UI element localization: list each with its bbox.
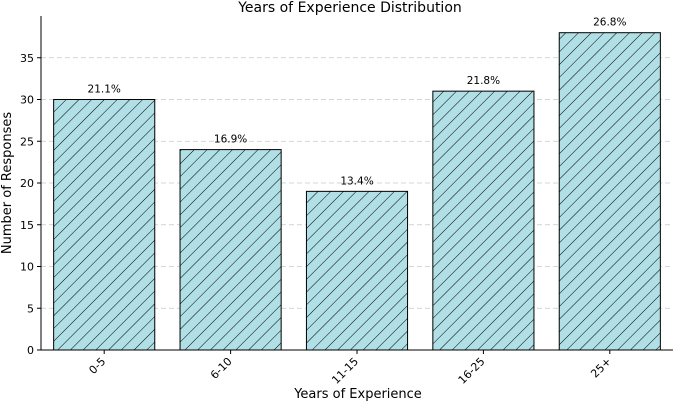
y-tick-label: 30 bbox=[20, 94, 34, 107]
data-label: 16.9% bbox=[214, 134, 247, 146]
bar-16-25 bbox=[432, 90, 535, 351]
y-tick-label: 15 bbox=[20, 219, 34, 232]
bar-25+ bbox=[558, 32, 661, 351]
bars: 21.1% 16.9% 13.4% 21.8% 26.8% bbox=[53, 17, 661, 351]
x-tick-label: 16-25 bbox=[456, 355, 488, 387]
y-tick-label: 25 bbox=[20, 135, 34, 148]
x-tick-label: 11-15 bbox=[329, 355, 361, 387]
bar-0-5 bbox=[53, 99, 156, 351]
bar-6-10 bbox=[179, 149, 282, 351]
data-label: 26.8% bbox=[593, 17, 626, 29]
y-tick-label: 0 bbox=[27, 344, 34, 357]
axis-lines bbox=[40, 16, 673, 351]
bar-11-15 bbox=[305, 190, 409, 351]
chart-title: Years of Experience Distribution bbox=[237, 0, 462, 16]
y-tick-label: 35 bbox=[20, 52, 34, 65]
data-label: 13.4% bbox=[340, 175, 373, 187]
data-label: 21.1% bbox=[88, 84, 121, 96]
data-label: 21.8% bbox=[467, 75, 500, 87]
x-tick-label: 25+ bbox=[588, 355, 614, 381]
y-tick-label: 20 bbox=[20, 177, 34, 190]
x-axis-label: Years of Experience bbox=[293, 387, 422, 402]
y-tick-label: 5 bbox=[27, 302, 34, 315]
y-axis-label: Number of Responses bbox=[0, 112, 15, 254]
y-tick-label: 10 bbox=[20, 261, 34, 274]
x-tick-label: 6-10 bbox=[208, 355, 235, 382]
x-tick-label: 0-5 bbox=[86, 355, 108, 377]
